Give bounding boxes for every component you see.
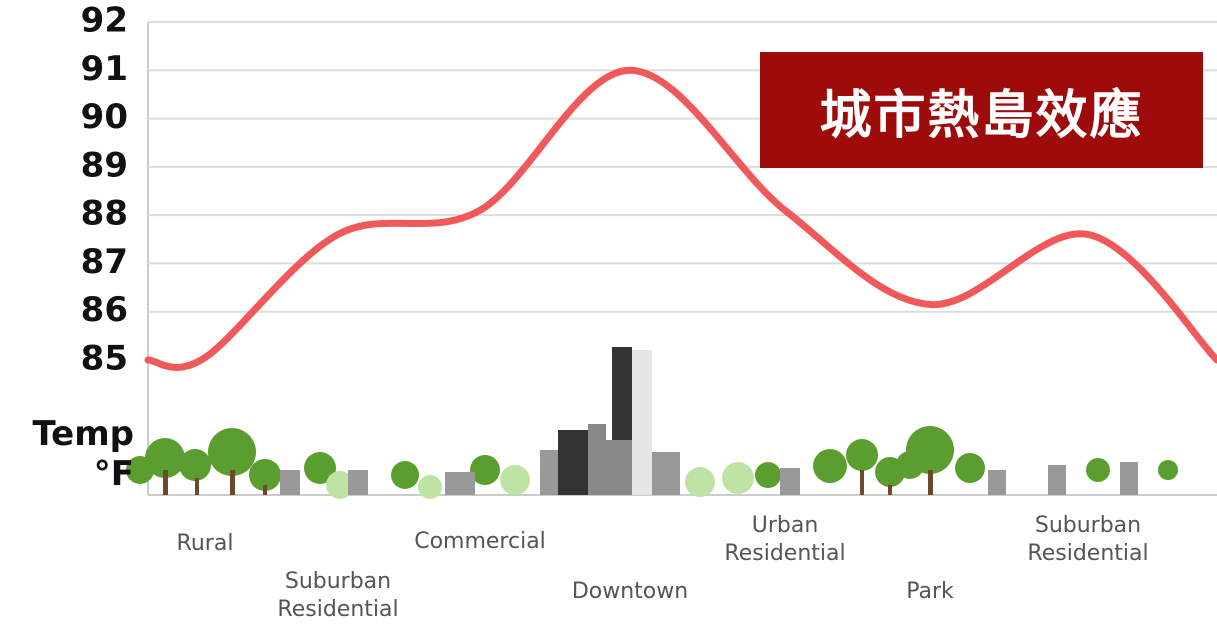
y-tick-label: 91 [81,49,128,89]
y-tick-label: 86 [81,290,128,330]
x-tick-label: Rural [176,531,234,556]
y-axis-label: Temp °F [32,414,134,494]
x-tick-label: Downtown [571,579,689,604]
y-tick-label: 85 [81,339,128,379]
y-tick-label: 88 [81,194,128,234]
y-tick-label: 87 [81,242,128,282]
landscape [126,347,1178,499]
y-tick-label: 89 [81,145,128,185]
x-tick-label: Urban Residential [724,513,846,566]
chart-title: 城市熱島效應 [760,52,1203,168]
x-tick-label: Suburban Residential [1027,513,1149,566]
x-tick-label: Suburban Residential [277,569,399,622]
x-tick-label: Park [906,579,954,604]
temperature-line [144,66,1217,371]
y-tick-label: 92 [81,1,128,41]
y-tick-label: 90 [81,97,128,137]
x-tick-label: Commercial [414,529,546,554]
